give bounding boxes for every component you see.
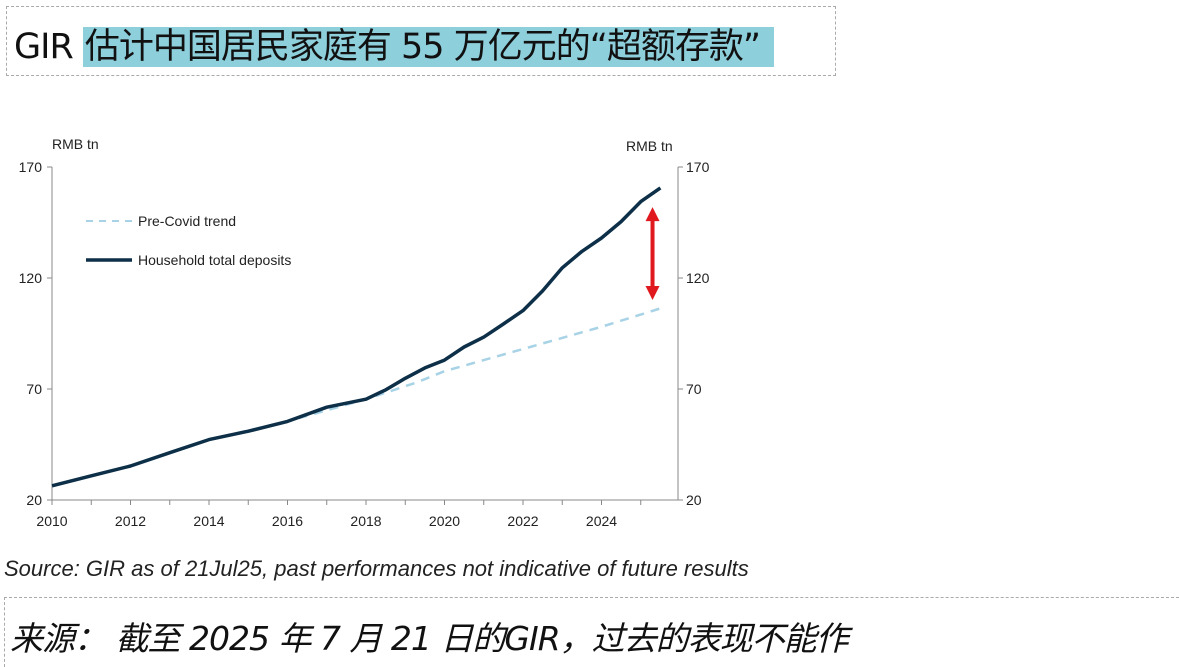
y-tick-label-right: 170	[686, 159, 710, 175]
source-note-cn: 来源： 截至 2025 年 7 月 21 日的GIR，过去的表现不能作	[10, 619, 849, 658]
page-title: GIR 估计中国居民家庭有 55 万亿元的“超额存款”	[14, 18, 774, 69]
source-note: Source: GIR as of 21Jul25, past performa…	[4, 556, 749, 581]
series-household-deposits	[51, 186, 662, 488]
series-pre-covid-trend	[51, 307, 661, 488]
gap-arrow-head-up	[645, 207, 660, 222]
title-box	[6, 6, 836, 76]
x-tick-label: 2020	[429, 513, 460, 529]
title-prefix: GIR	[14, 27, 74, 67]
y-tick-label-right: 20	[686, 492, 702, 508]
x-tick-label: 2024	[586, 513, 617, 529]
y-tick-label-left: 20	[26, 492, 42, 508]
x-tick-label: 2022	[507, 513, 538, 529]
y-tick-label-left: 70	[26, 381, 42, 397]
gap-arrow-head-down	[645, 285, 660, 300]
x-tick-label: 2016	[272, 513, 303, 529]
y-tick-label-left: 170	[19, 159, 43, 175]
x-tick-label: 2010	[36, 513, 67, 529]
y-label-right: RMB tn	[626, 138, 673, 154]
legend-label-deposits: Household total deposits	[138, 252, 291, 268]
x-tick-label: 2012	[115, 513, 146, 529]
x-tick-label: 2014	[193, 513, 224, 529]
legend-label-trend: Pre-Covid trend	[138, 213, 236, 229]
title-highlight: 估计中国居民家庭有 55 万亿元的“超额存款”	[82, 27, 774, 67]
y-tick-label-left: 120	[19, 270, 43, 286]
cn-box	[4, 597, 1179, 667]
y-tick-label-right: 70	[686, 381, 702, 397]
y-label-left: RMB tn	[52, 136, 99, 152]
y-tick-label-right: 120	[686, 270, 710, 286]
x-tick-label: 2018	[350, 513, 381, 529]
